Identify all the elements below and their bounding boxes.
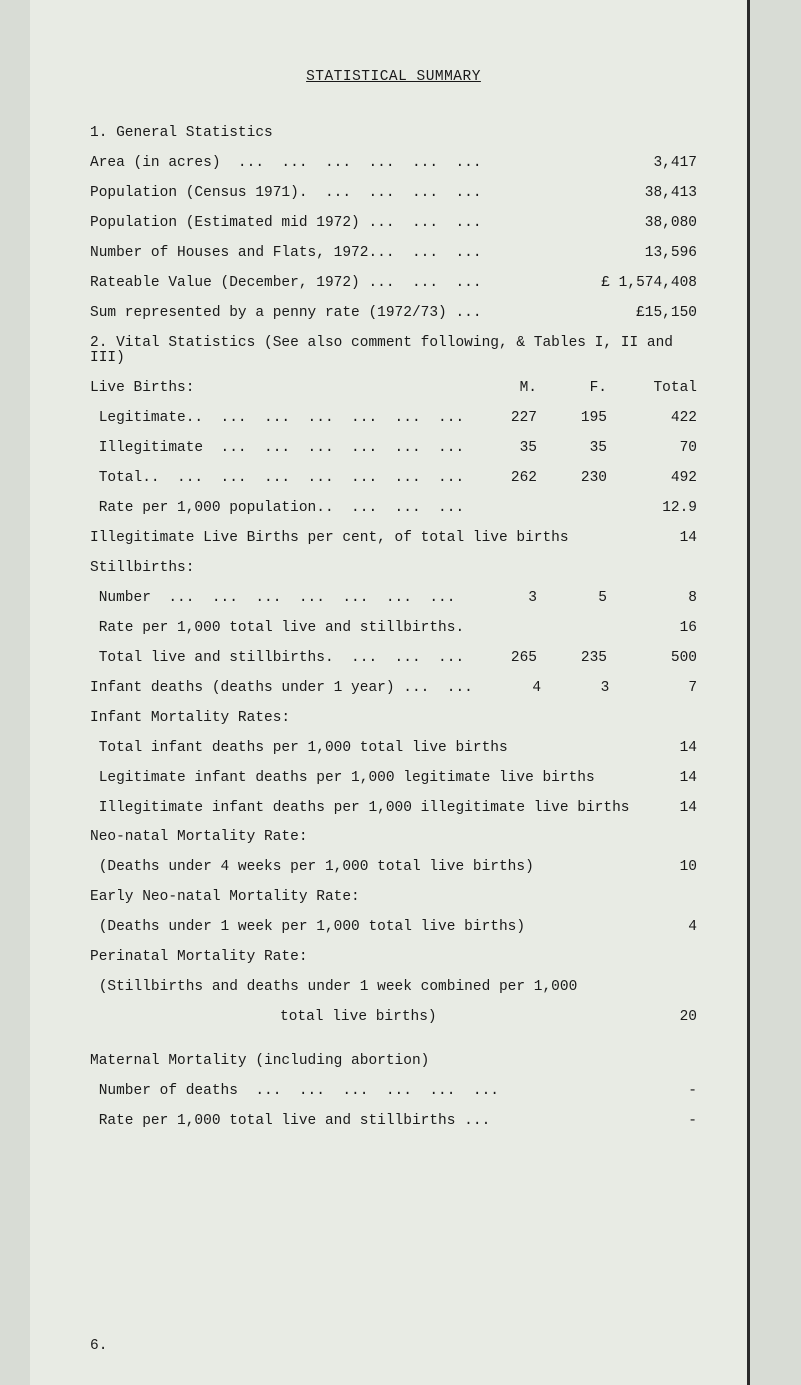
still-num-label: Number ... ... ... ... ... ... ...	[90, 591, 467, 607]
total-label: Total.. ... ... ... ... ... ... ...	[90, 471, 467, 487]
row-illegitimate: Illegitimate ... ... ... ... ... ... 35 …	[90, 441, 697, 457]
row-rateable: Rateable Value (December, 1972) ... ... …	[90, 276, 697, 292]
row-eneo: (Deaths under 1 week per 1,000 total liv…	[90, 920, 697, 936]
row-pop-est: Population (Estimated mid 1972) ... ... …	[90, 216, 697, 232]
row-legitimate: Legitimate.. ... ... ... ... ... ... 227…	[90, 411, 697, 427]
imr-legit-label: Legitimate infant deaths per 1,000 legit…	[90, 771, 607, 787]
penny-value: £15,150	[587, 306, 697, 322]
infant-label: Infant deaths (deaths under 1 year) ... …	[90, 681, 473, 697]
still-tot-f: 235	[537, 651, 607, 667]
still-rate-t: 16	[607, 621, 697, 637]
pop-census-label: Population (Census 1971). ... ... ... ..…	[90, 186, 587, 202]
still-tot-m: 265	[467, 651, 537, 667]
infant-t: 7	[609, 681, 697, 697]
total-t: 492	[607, 471, 697, 487]
still-tot-label: Total live and stillbirths. ... ... ...	[90, 651, 467, 667]
imr-illeg-t: 14	[630, 801, 698, 817]
area-value: 3,417	[587, 156, 697, 172]
illeg-f: 35	[537, 441, 607, 457]
page: STATISTICAL SUMMARY 1. General Statistic…	[30, 0, 750, 1385]
row-infant-deaths: Infant deaths (deaths under 1 year) ... …	[90, 681, 697, 697]
illeg-m: 35	[467, 441, 537, 457]
total-m: 262	[467, 471, 537, 487]
still-num-m: 3	[467, 591, 537, 607]
imr-heading: Infant Mortality Rates:	[90, 711, 697, 727]
stillbirths-heading: Stillbirths:	[90, 561, 697, 577]
row-maternal-rate: Rate per 1,000 total live and stillbirth…	[90, 1114, 697, 1130]
mat-num-label: Number of deaths ... ... ... ... ... ...	[90, 1084, 607, 1100]
rateable-label: Rateable Value (December, 1972) ... ... …	[90, 276, 587, 292]
row-houses: Number of Houses and Flats, 1972... ... …	[90, 246, 697, 262]
pop-est-value: 38,080	[587, 216, 697, 232]
illeg-pct-label: Illegitimate Live Births per cent, of to…	[90, 531, 607, 547]
infant-f: 3	[541, 681, 609, 697]
row-imr-legit: Legitimate infant deaths per 1,000 legit…	[90, 771, 697, 787]
eneo-heading: Early Neo-natal Mortality Rate:	[90, 890, 697, 906]
peri-label-2: total live births)	[90, 1010, 607, 1026]
row-penny: Sum represented by a penny rate (1972/73…	[90, 306, 697, 322]
row-peri-1: (Stillbirths and deaths under 1 week com…	[90, 980, 697, 996]
mat-rate-t: -	[607, 1114, 697, 1130]
mat-num-t: -	[607, 1084, 697, 1100]
row-total-live-still: Total live and stillbirths. ... ... ... …	[90, 651, 697, 667]
pop-est-label: Population (Estimated mid 1972) ... ... …	[90, 216, 587, 232]
row-stillbirths-rate: Rate per 1,000 total live and stillbirth…	[90, 621, 697, 637]
imr-legit-t: 14	[607, 771, 697, 787]
legit-t: 422	[607, 411, 697, 427]
page-number: 6.	[90, 1339, 107, 1355]
imr-illeg-label: Illegitimate infant deaths per 1,000 ill…	[90, 801, 630, 817]
houses-value: 13,596	[587, 246, 697, 262]
col-header-m: M.	[467, 381, 537, 397]
births-header-label: Live Births:	[90, 381, 467, 397]
imr-total-label: Total infant deaths per 1,000 total live…	[90, 741, 607, 757]
row-maternal-number: Number of deaths ... ... ... ... ... ...…	[90, 1084, 697, 1100]
legit-f: 195	[537, 411, 607, 427]
eneo-label: (Deaths under 1 week per 1,000 total liv…	[90, 920, 607, 936]
peri-label-1: (Stillbirths and deaths under 1 week com…	[90, 980, 697, 996]
neo-label: (Deaths under 4 weeks per 1,000 total li…	[90, 860, 607, 876]
page-title: STATISTICAL SUMMARY	[90, 70, 697, 86]
total-f: 230	[537, 471, 607, 487]
still-rate-label: Rate per 1,000 total live and stillbirth…	[90, 621, 467, 637]
row-birth-rate: Rate per 1,000 population.. ... ... ... …	[90, 501, 697, 517]
still-num-f: 5	[537, 591, 607, 607]
row-pop-census: Population (Census 1971). ... ... ... ..…	[90, 186, 697, 202]
neo-heading: Neo-natal Mortality Rate:	[90, 830, 697, 846]
section-1-heading: 1. General Statistics	[90, 126, 697, 142]
pop-census-value: 38,413	[587, 186, 697, 202]
peri-t: 20	[607, 1010, 697, 1040]
eneo-t: 4	[607, 920, 697, 936]
houses-label: Number of Houses and Flats, 1972... ... …	[90, 246, 587, 262]
peri-heading: Perinatal Mortality Rate:	[90, 950, 697, 966]
col-header-total: Total	[607, 381, 697, 397]
row-imr-total: Total infant deaths per 1,000 total live…	[90, 741, 697, 757]
rateable-value: £ 1,574,408	[587, 276, 697, 292]
mat-rate-label: Rate per 1,000 total live and stillbirth…	[90, 1114, 607, 1130]
still-num-t: 8	[607, 591, 697, 607]
col-header-f: F.	[537, 381, 607, 397]
penny-label: Sum represented by a penny rate (1972/73…	[90, 306, 587, 322]
maternal-heading: Maternal Mortality (including abortion)	[90, 1054, 697, 1070]
row-neo: (Deaths under 4 weeks per 1,000 total li…	[90, 860, 697, 876]
legit-m: 227	[467, 411, 537, 427]
row-births-header: Live Births: M. F. Total	[90, 381, 697, 397]
row-imr-illeg: Illegitimate infant deaths per 1,000 ill…	[90, 801, 697, 817]
infant-m: 4	[473, 681, 541, 697]
neo-t: 10	[607, 860, 697, 876]
row-total-births: Total.. ... ... ... ... ... ... ... 262 …	[90, 471, 697, 487]
birth-rate-t: 12.9	[607, 501, 697, 517]
row-stillbirths-number: Number ... ... ... ... ... ... ... 3 5 8	[90, 591, 697, 607]
area-label: Area (in acres) ... ... ... ... ... ...	[90, 156, 587, 172]
section-2-heading: 2. Vital Statistics (See also comment fo…	[90, 336, 697, 368]
illeg-label: Illegitimate ... ... ... ... ... ...	[90, 441, 467, 457]
imr-total-t: 14	[607, 741, 697, 757]
row-illeg-pct: Illegitimate Live Births per cent, of to…	[90, 531, 697, 547]
row-peri-2: total live births) 20	[90, 1010, 697, 1040]
illeg-pct-t: 14	[607, 531, 697, 547]
row-area: Area (in acres) ... ... ... ... ... ... …	[90, 156, 697, 172]
still-tot-t: 500	[607, 651, 697, 667]
legit-label: Legitimate.. ... ... ... ... ... ...	[90, 411, 467, 427]
birth-rate-label: Rate per 1,000 population.. ... ... ...	[90, 501, 467, 517]
illeg-t: 70	[607, 441, 697, 457]
